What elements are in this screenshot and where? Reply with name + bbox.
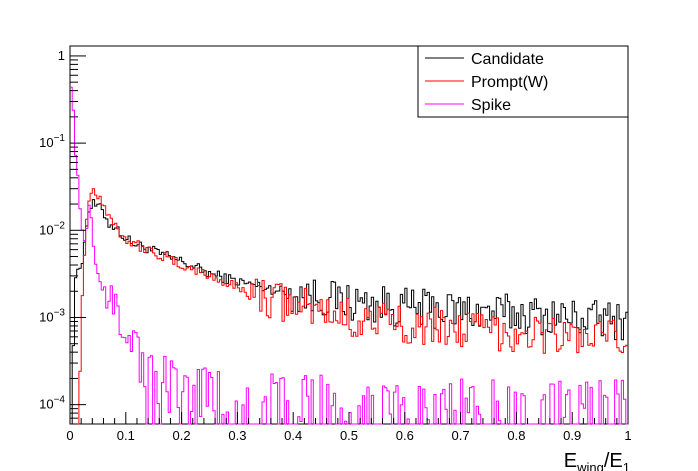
series-line-0: [70, 199, 628, 425]
y-tick-label: 10−3: [39, 307, 65, 324]
x-tick-label: 0.7: [452, 428, 470, 443]
x-axis-title: Ewing/E1: [564, 450, 630, 471]
x-axis-title-div: /E: [604, 450, 623, 471]
x-tick-label: 0.8: [507, 428, 525, 443]
y-tick-label: 10−1: [39, 133, 65, 150]
y-tick-label: 1: [58, 48, 65, 63]
legend-label: Prompt(W): [471, 74, 548, 91]
x-axis-title-sub1: wing: [576, 460, 604, 471]
x-tick-label: 0: [66, 428, 73, 443]
series-line-2: [70, 86, 628, 425]
series-layer: [70, 86, 628, 425]
x-tick-label: 0.4: [284, 428, 302, 443]
x-axis-title-sub2: 1: [623, 460, 630, 471]
legend-label: Spike: [471, 97, 511, 114]
x-axis: 0 0.1 0.2 0.3 0.4 0.5 0.6 0.7 0.8 0.9 1: [66, 412, 632, 443]
x-tick-label: 0.3: [228, 428, 246, 443]
x-tick-label: 0.1: [117, 428, 135, 443]
x-tick-label: 0.5: [340, 428, 358, 443]
y-axis: 1 10−1 10−2 10−3 10−4: [39, 48, 86, 425]
series-line-1: [70, 188, 628, 425]
y-tick-label: 10−2: [39, 220, 65, 237]
x-tick-label: 0.9: [563, 428, 581, 443]
x-tick-label: 1: [624, 428, 631, 443]
legend: Candidate Prompt(W) Spike: [417, 45, 629, 118]
legend-label: Candidate: [471, 51, 544, 68]
x-tick-label: 0.6: [396, 428, 414, 443]
x-axis-title-main: E: [564, 450, 577, 471]
x-tick-label: 0.2: [173, 428, 191, 443]
y-tick-label: 10−4: [39, 395, 65, 412]
